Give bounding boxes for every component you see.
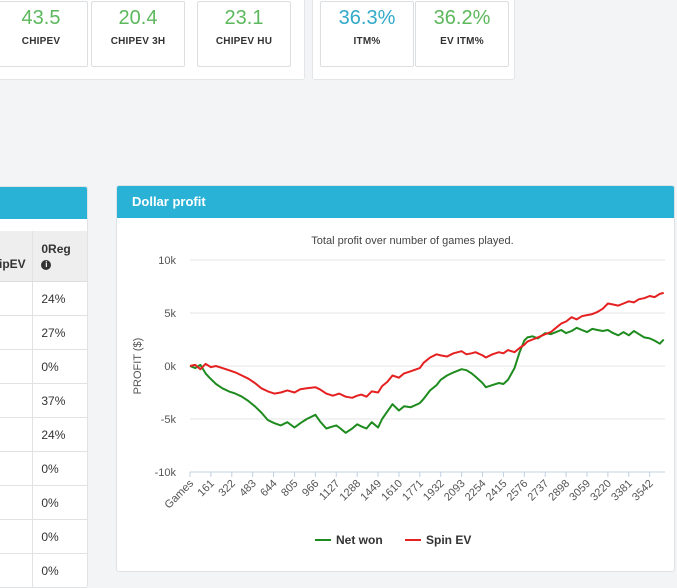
stat-value: 36.2%	[433, 7, 491, 29]
stat-value: 36.3%	[338, 7, 396, 29]
x-tick-label: 2737	[526, 478, 552, 504]
x-tick-label: 483	[237, 478, 258, 499]
y-tick-label: -5k	[161, 414, 177, 426]
x-tick-label: 3542	[630, 478, 656, 504]
stats-table-panel: ipEV 0Reg i 24% 27% 0% 37% 24% 0% 0% 0% …	[0, 186, 88, 588]
column-header-0reg[interactable]: 0Reg i	[32, 231, 87, 282]
dollar-profit-chart: Total profit over number of games played…	[132, 235, 665, 547]
x-tick-label: 2415	[484, 478, 510, 504]
table-cell: 27%	[32, 315, 87, 350]
table-cell: 0%	[32, 451, 87, 486]
table-row: 24%	[0, 281, 87, 316]
x-tick-label: 2898	[546, 478, 572, 504]
table-row: 0%	[0, 349, 87, 384]
y-tick-label: 5k	[164, 308, 176, 320]
stats-group-itm: 36.3% ITM% 36.2% EV ITM%	[312, 0, 515, 80]
y-tick-label: 10k	[158, 255, 176, 267]
x-tick-label: 805	[279, 478, 300, 499]
table-header-row: ipEV 0Reg i	[0, 231, 87, 282]
x-tick-label: Games	[163, 477, 197, 511]
table-cell: 37%	[32, 383, 87, 418]
table-row: 37%	[0, 383, 87, 418]
table-row: 0%	[0, 553, 87, 587]
table-cell: 0%	[32, 519, 87, 554]
panel-title: Dollar profit	[117, 186, 674, 218]
table-cell: 0%	[32, 485, 87, 520]
stat-label: CHIPEV 3H	[110, 36, 166, 47]
stats-group-chipev: 43.5 CHIPEV 20.4 CHIPEV 3H 23.1 CHIPEV H…	[0, 0, 305, 80]
x-tick-label: 161	[196, 478, 217, 499]
stat-card-chipev-hu: 23.1 CHIPEV HU	[197, 1, 291, 67]
stat-card-chipev: 43.5 CHIPEV	[0, 1, 88, 67]
x-tick-label: 2576	[505, 478, 531, 504]
x-tick-label: 1288	[337, 478, 363, 504]
x-tick-label: 1127	[317, 478, 342, 503]
x-tick-label: 1771	[400, 478, 426, 504]
stat-card-chipev-3h: 20.4 CHIPEV 3H	[91, 1, 185, 67]
x-tick-label: 3220	[588, 478, 614, 504]
table-cell: 0%	[32, 553, 87, 587]
info-circle-icon[interactable]: i	[41, 260, 52, 270]
legend-item: Spin EV	[426, 533, 471, 547]
table-cell: 24%	[32, 417, 87, 452]
panel-header	[0, 187, 87, 219]
series-line-spin-ev	[189, 291, 664, 399]
stat-value: 20.4	[118, 7, 158, 29]
x-tick-label: 3059	[567, 478, 593, 504]
x-tick-label: 2093	[442, 478, 468, 504]
stat-label: ITM%	[353, 36, 381, 47]
x-tick-label: 1449	[358, 478, 384, 504]
stat-label: EV ITM%	[440, 36, 484, 47]
table-row: 27%	[0, 315, 87, 350]
stat-label: CHIPEV HU	[215, 36, 273, 47]
column-header-chipev[interactable]: ipEV	[0, 231, 34, 282]
x-tick-label: 322	[216, 478, 237, 499]
table-row: 0%	[0, 485, 87, 520]
y-tick-label: -10k	[155, 467, 177, 479]
x-tick-label: 3381	[609, 478, 635, 504]
y-tick-label: 0k	[164, 361, 176, 373]
x-tick-label: 644	[258, 478, 279, 499]
y-axis-title: PROFIT ($)	[132, 338, 144, 395]
table-row: 0%	[0, 451, 87, 486]
table-cell: 24%	[32, 281, 87, 316]
dollar-profit-panel: Dollar profit Total profit over number o…	[116, 185, 675, 572]
series-line-net-won	[189, 326, 665, 434]
x-tick-label: 2254	[463, 478, 489, 504]
x-tick-label: 1932	[421, 478, 447, 504]
stat-value: 23.1	[224, 7, 264, 29]
table-cell: 0%	[32, 349, 87, 384]
chart-title: Total profit over number of games played…	[311, 235, 513, 247]
stat-card-itm: 36.3% ITM%	[320, 1, 414, 67]
table-row: 0%	[0, 519, 87, 554]
stat-card-ev-itm: 36.2% EV ITM%	[415, 1, 509, 67]
legend-item: Net won	[336, 533, 383, 547]
stats-table: ipEV 0Reg i 24% 27% 0% 37% 24% 0% 0% 0% …	[0, 231, 87, 587]
x-tick-label: 1610	[379, 478, 405, 504]
stat-label: CHIPEV	[21, 36, 61, 47]
stat-value: 43.5	[21, 7, 61, 29]
table-row: 24%	[0, 417, 87, 452]
